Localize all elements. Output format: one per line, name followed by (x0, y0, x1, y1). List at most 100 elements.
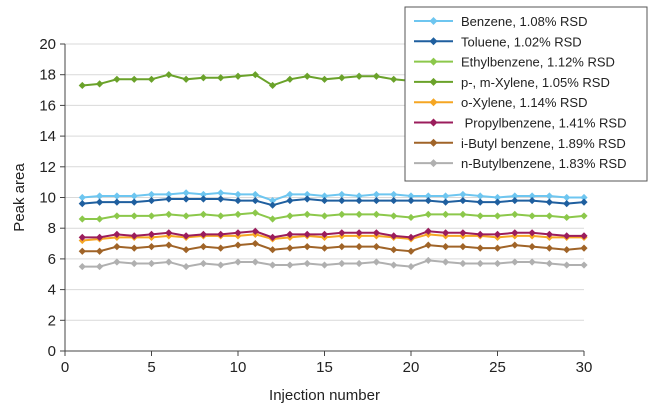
data-point (442, 198, 450, 206)
data-point (320, 192, 329, 200)
legend-label: n-Butylbenzene, 1.83% RSD (461, 156, 626, 171)
data-point (234, 190, 242, 199)
data-point (442, 192, 450, 200)
data-point (545, 212, 553, 220)
data-point (303, 230, 311, 238)
data-point (78, 200, 86, 208)
data-point (96, 215, 104, 223)
legend-item-3: p-, m-Xylene, 1.05% RSD (414, 75, 610, 90)
data-point (130, 212, 138, 220)
data-point (251, 196, 259, 205)
y-tick-label-2: 4 (48, 282, 56, 299)
data-point (147, 243, 156, 251)
data-point (113, 258, 121, 266)
series-5 (78, 227, 588, 242)
data-point (182, 232, 190, 240)
data-point (459, 190, 467, 199)
data-point (269, 201, 277, 209)
data-point (493, 198, 502, 206)
data-point (528, 192, 536, 200)
y-tick-label-1: 2 (48, 312, 56, 329)
data-point (303, 72, 311, 80)
data-point (407, 213, 415, 222)
data-point (372, 196, 380, 205)
data-point (217, 261, 225, 269)
legend-item-2: Ethylbenzene, 1.12% RSD (414, 55, 615, 70)
data-point (320, 261, 329, 269)
data-point (251, 239, 259, 248)
data-point (269, 233, 277, 242)
series-6 (78, 239, 588, 255)
data-point (147, 190, 156, 199)
data-point (286, 230, 294, 238)
x-tick-label-2: 10 (230, 359, 247, 376)
data-point (320, 244, 329, 252)
data-point (165, 241, 173, 249)
data-point (528, 229, 536, 237)
data-point (390, 246, 398, 254)
data-point (130, 192, 138, 200)
data-point (78, 81, 86, 90)
data-point (251, 209, 259, 217)
data-point (182, 75, 190, 83)
y-tick-label-4: 8 (48, 220, 56, 237)
data-point (407, 233, 415, 242)
data-point (545, 259, 553, 268)
data-point (199, 74, 207, 82)
data-point (78, 215, 86, 223)
data-point (338, 243, 346, 251)
y-tick-label-8: 16 (39, 97, 56, 114)
data-point (580, 244, 588, 252)
data-point (563, 200, 571, 208)
data-point (476, 244, 484, 252)
data-point (165, 71, 173, 79)
x-tick-label-1: 5 (147, 359, 155, 376)
data-point (130, 75, 138, 83)
data-point (424, 210, 432, 218)
data-point (459, 259, 467, 268)
legend-item-0: Benzene, 1.08% RSD (414, 14, 587, 29)
data-point (182, 189, 190, 197)
data-point (459, 229, 467, 237)
data-point (511, 258, 519, 266)
data-point (390, 212, 398, 220)
data-point (511, 192, 519, 200)
data-point (251, 71, 259, 79)
series-2 (78, 209, 588, 223)
data-point (355, 210, 363, 218)
data-point (372, 243, 380, 251)
x-tick-label-5: 25 (489, 359, 506, 376)
data-point (407, 192, 415, 200)
data-point (580, 193, 588, 202)
data-point (442, 243, 450, 251)
data-point (407, 196, 415, 205)
data-point (182, 246, 190, 254)
data-point (338, 229, 346, 237)
legend-item-4: o-Xylene, 1.14% RSD (414, 95, 587, 110)
data-point (130, 198, 138, 206)
series-1 (78, 195, 588, 209)
data-point (563, 246, 571, 254)
legend-item-6: i-Butyl benzene, 1.89% RSD (414, 136, 626, 151)
data-point (251, 190, 259, 199)
data-point (545, 198, 553, 206)
data-point (286, 261, 294, 269)
data-point (199, 195, 207, 203)
data-point (199, 210, 207, 218)
data-point (269, 81, 277, 90)
data-point (390, 196, 398, 205)
legend-swatch-marker (429, 118, 438, 127)
data-point (234, 258, 242, 266)
x-tick-label-0: 0 (61, 359, 69, 376)
data-point (580, 232, 588, 240)
data-point (303, 259, 311, 268)
x-tick-label-3: 15 (316, 359, 333, 376)
data-point (286, 75, 294, 83)
series-line-6 (82, 242, 585, 253)
y-tick-label-3: 6 (48, 251, 56, 268)
data-point (78, 247, 86, 255)
x-tick-label-4: 20 (403, 359, 420, 376)
y-axis-label: Peak area (11, 163, 28, 232)
data-point (338, 196, 346, 205)
data-point (234, 210, 242, 218)
